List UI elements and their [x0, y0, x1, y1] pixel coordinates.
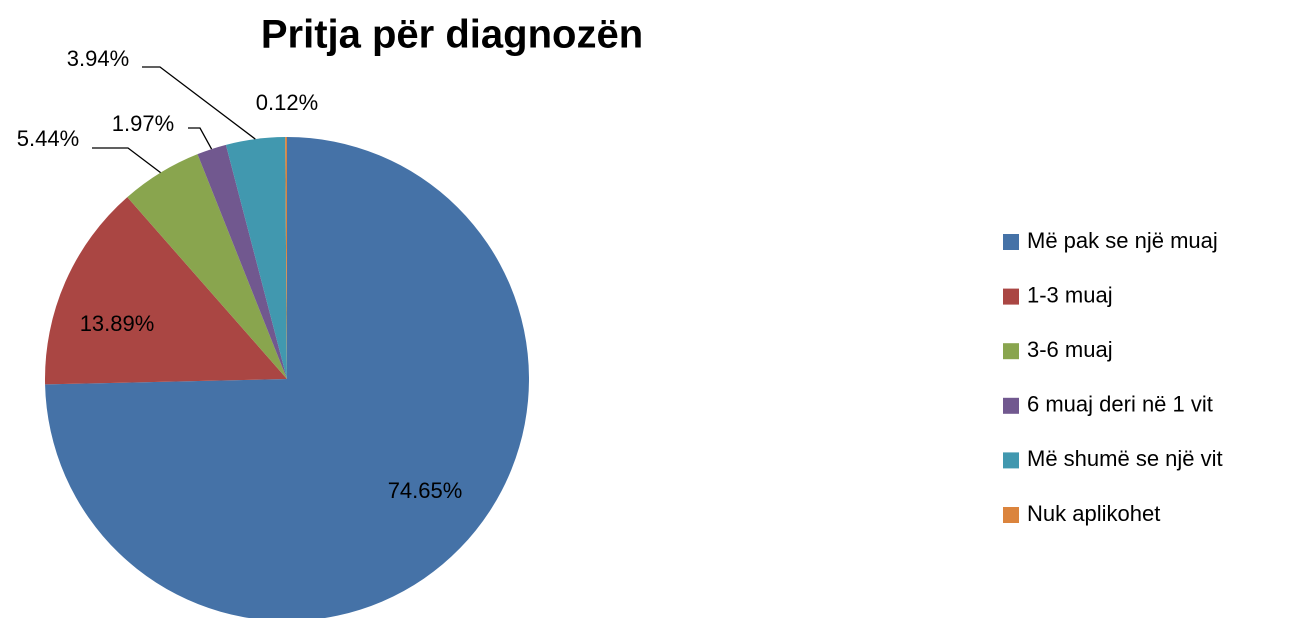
- pie-slice: [44, 197, 287, 385]
- data-label: 13.89%: [80, 311, 155, 336]
- data-label: 3.94%: [67, 46, 129, 71]
- data-label: 5.44%: [17, 126, 79, 151]
- data-label: 74.65%: [388, 478, 463, 503]
- legend-label: Më shumë se një vit: [1027, 446, 1223, 471]
- data-label: 0.12%: [256, 90, 318, 115]
- legend-swatch: [1003, 343, 1019, 360]
- legend-label: Më pak se një muaj: [1027, 228, 1218, 253]
- pie-slice: [127, 154, 287, 379]
- pie-slice: [225, 137, 287, 379]
- legend-swatch: [1003, 234, 1019, 250]
- leader-line: [92, 147, 161, 174]
- pie-slice: [45, 137, 529, 618]
- legend-label: 6 muaj deri në 1 vit: [1027, 392, 1213, 417]
- legend-swatch: [1003, 288, 1019, 305]
- pie-slice: [285, 137, 287, 379]
- chart-title: Pritja për diagnozën: [261, 13, 643, 57]
- legend-label: Nuk aplikohet: [1027, 501, 1160, 526]
- leader-line: [188, 127, 213, 150]
- data-label: 1.97%: [112, 111, 174, 136]
- legend-swatch: [1003, 397, 1019, 414]
- legend-swatch: [1003, 452, 1019, 469]
- legend-label: 1-3 muaj: [1027, 282, 1113, 307]
- legend-swatch: [1003, 507, 1019, 523]
- pie-slice: [197, 144, 287, 379]
- leader-line: [142, 66, 256, 140]
- legend-label: 3-6 muaj: [1027, 337, 1113, 362]
